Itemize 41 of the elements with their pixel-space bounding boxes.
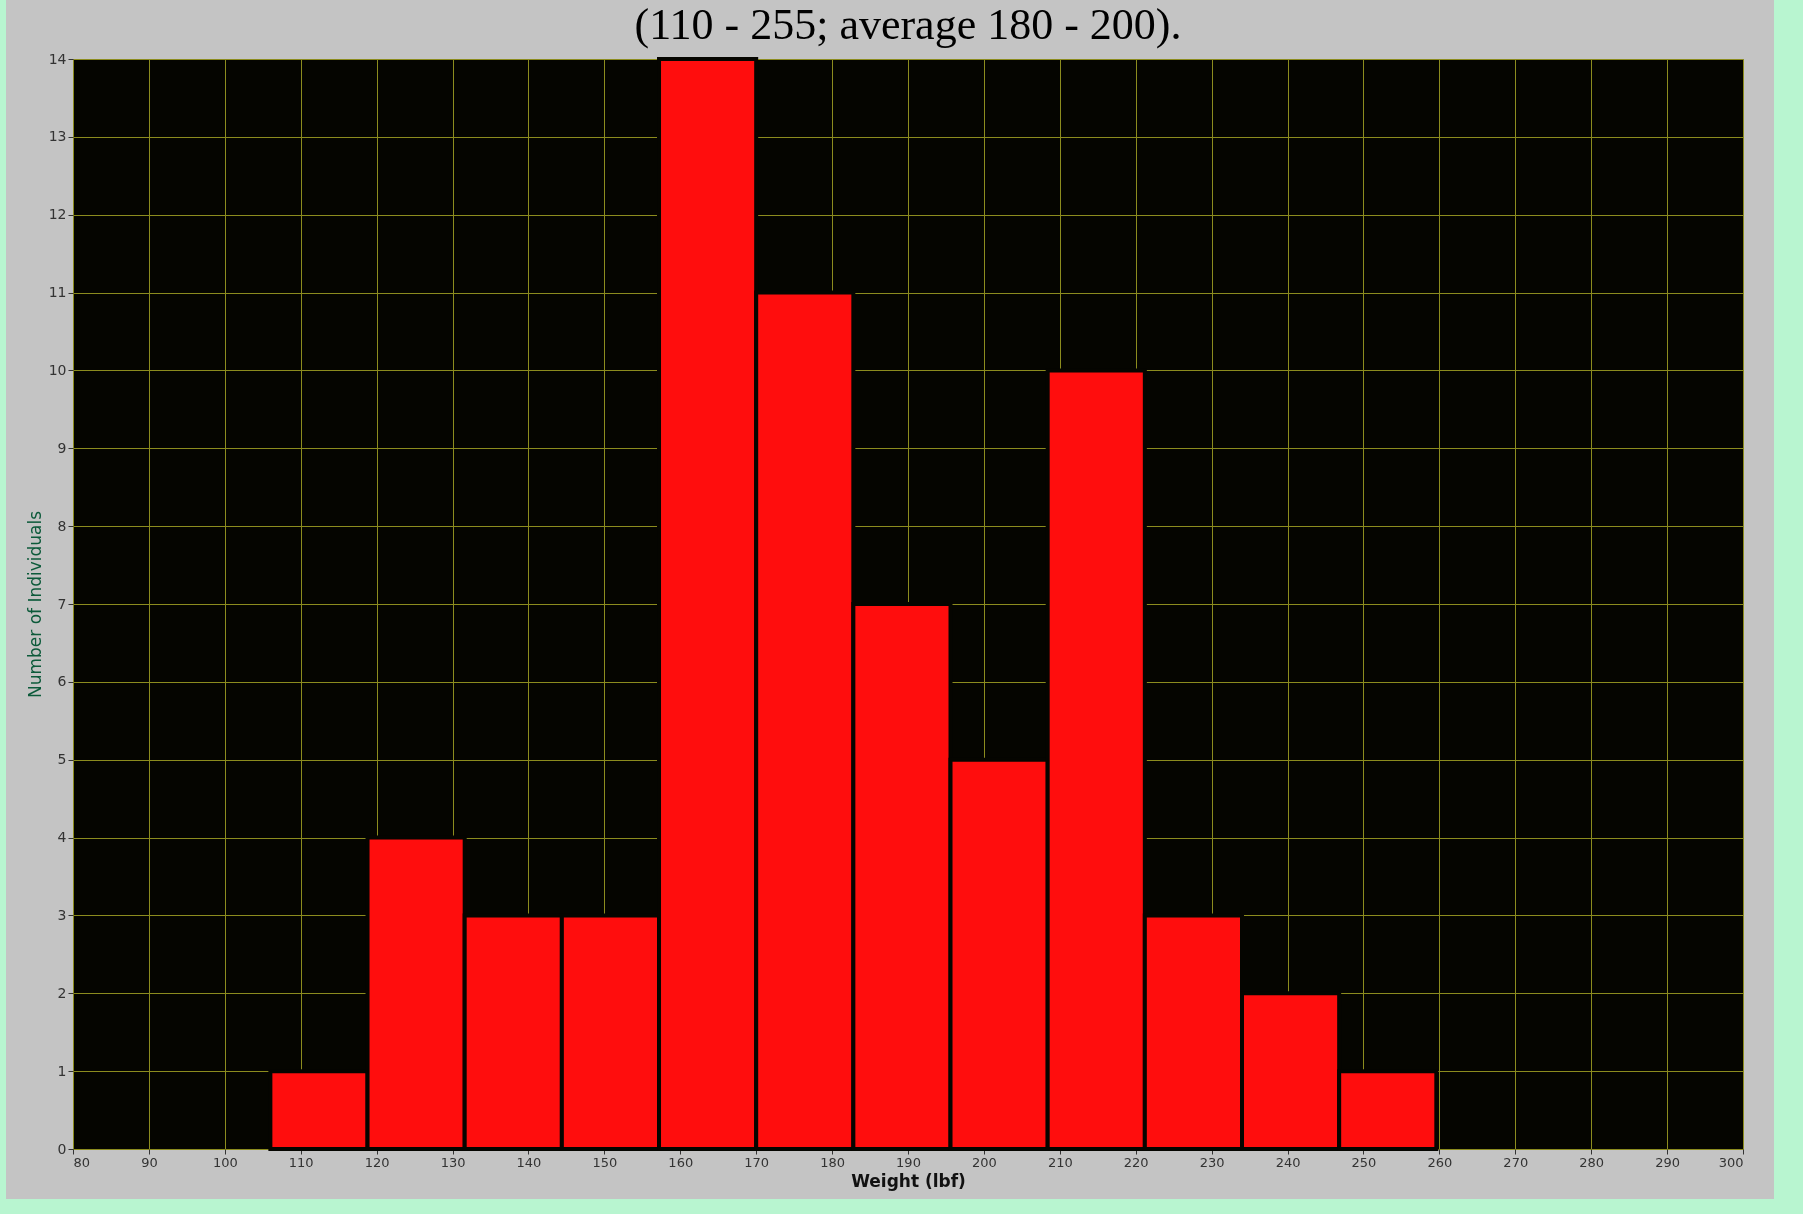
x-tick-label: 130 (440, 1154, 466, 1170)
x-tick-label: 160 (668, 1154, 694, 1170)
y-tick-label: 8 (57, 517, 67, 534)
x-tick-label: 270 (1503, 1154, 1529, 1170)
y-tick-label: 4 (57, 829, 67, 846)
x-tick-label: 150 (592, 1154, 618, 1170)
x-tick-label: 250 (1351, 1154, 1377, 1170)
chart-title: (110 - 255; average 180 - 200). (634, 0, 1182, 49)
x-tick-label: 80 (73, 1154, 91, 1170)
y-tick-label: 5 (57, 751, 67, 768)
x-tick-label: 100 (212, 1154, 238, 1170)
x-tick-label: 260 (1427, 1154, 1453, 1170)
y-tick-label: 13 (48, 128, 67, 145)
x-axis-title: Weight (lbf) (851, 1170, 966, 1191)
y-tick-label: 6 (57, 673, 67, 690)
x-tick-label: 210 (1047, 1154, 1073, 1170)
x-tick-label: 280 (1579, 1154, 1605, 1170)
x-tick-label: 170 (744, 1154, 770, 1170)
y-axis-title: Number of Individuals (24, 510, 45, 699)
y-tick-label: 0 (57, 1140, 67, 1157)
x-tick-label: 300 (1718, 1154, 1744, 1170)
x-tick-label: 240 (1275, 1154, 1301, 1170)
y-tick-label: 1 (57, 1062, 67, 1079)
x-tick-label: 140 (516, 1154, 542, 1170)
y-tick-label: 14 (48, 50, 67, 67)
x-tick-label: 220 (1123, 1154, 1149, 1170)
x-tick-label: 110 (288, 1154, 314, 1170)
x-tick-label: 120 (364, 1154, 390, 1170)
y-tick-label: 9 (57, 439, 67, 456)
y-tick-label: 11 (48, 284, 67, 301)
y-tick-label: 3 (57, 906, 67, 923)
x-tick-label: 290 (1655, 1154, 1681, 1170)
x-tick-label: 90 (141, 1154, 158, 1170)
y-tick-label: 7 (57, 595, 67, 612)
y-tick-label: 12 (48, 206, 67, 223)
y-tick-label: 10 (48, 361, 67, 378)
y-tick-label: 2 (57, 984, 67, 1001)
x-tick-label: 200 (972, 1154, 997, 1170)
x-tick-label: 180 (820, 1154, 845, 1170)
x-tick-label: 190 (896, 1154, 921, 1170)
x-tick-label: 230 (1199, 1154, 1225, 1170)
